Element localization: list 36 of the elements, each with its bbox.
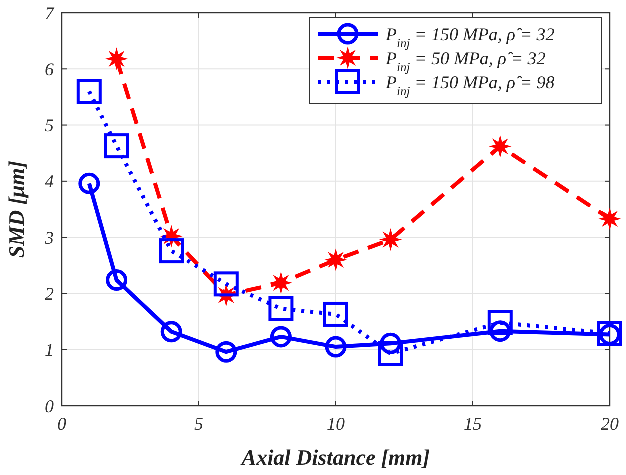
x-tick-label: 20: [601, 414, 619, 434]
point: [270, 326, 292, 348]
point: [378, 341, 404, 366]
point: [78, 172, 100, 194]
y-tick-label: 0: [45, 396, 54, 416]
point: [268, 296, 294, 322]
point: [216, 341, 238, 363]
x-tick-label: 15: [464, 414, 482, 434]
y-tick-label: 3: [44, 228, 54, 248]
point: [325, 336, 347, 358]
point: [490, 136, 510, 157]
point: [104, 134, 130, 159]
x-tick-label: 5: [194, 414, 204, 434]
point: [106, 49, 127, 69]
point: [380, 230, 401, 250]
x-axis-title: Axial Distance [mm]: [240, 445, 430, 470]
point: [160, 321, 182, 343]
y-tick-label: 6: [45, 59, 54, 80]
x-tick-label: 0: [58, 414, 66, 434]
y-tick-label: 7: [45, 3, 55, 24]
point: [324, 302, 348, 327]
point: [326, 250, 346, 270]
y-tick-label: 1: [45, 340, 54, 360]
point: [488, 310, 513, 336]
y-tick-label: 4: [45, 172, 54, 192]
legend-label: P$_{inj}$ = 150 MPa, ρ̂ = 32: [385, 24, 555, 50]
y-tick-label: 2: [45, 284, 54, 304]
y-tick-label: 5: [45, 116, 54, 136]
point: [271, 273, 292, 293]
point: [106, 269, 128, 291]
y-axis-title: SMD [μm]: [4, 160, 29, 258]
x-tick-label: 10: [327, 414, 345, 434]
point: [159, 238, 184, 264]
point: [214, 272, 239, 297]
point: [76, 79, 102, 104]
point: [600, 209, 620, 229]
